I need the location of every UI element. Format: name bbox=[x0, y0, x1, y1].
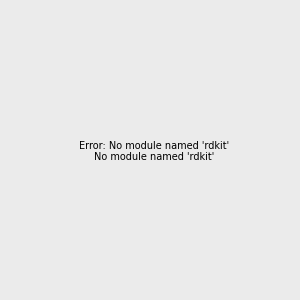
Text: Error: No module named 'rdkit'
No module named 'rdkit': Error: No module named 'rdkit' No module… bbox=[79, 141, 229, 162]
